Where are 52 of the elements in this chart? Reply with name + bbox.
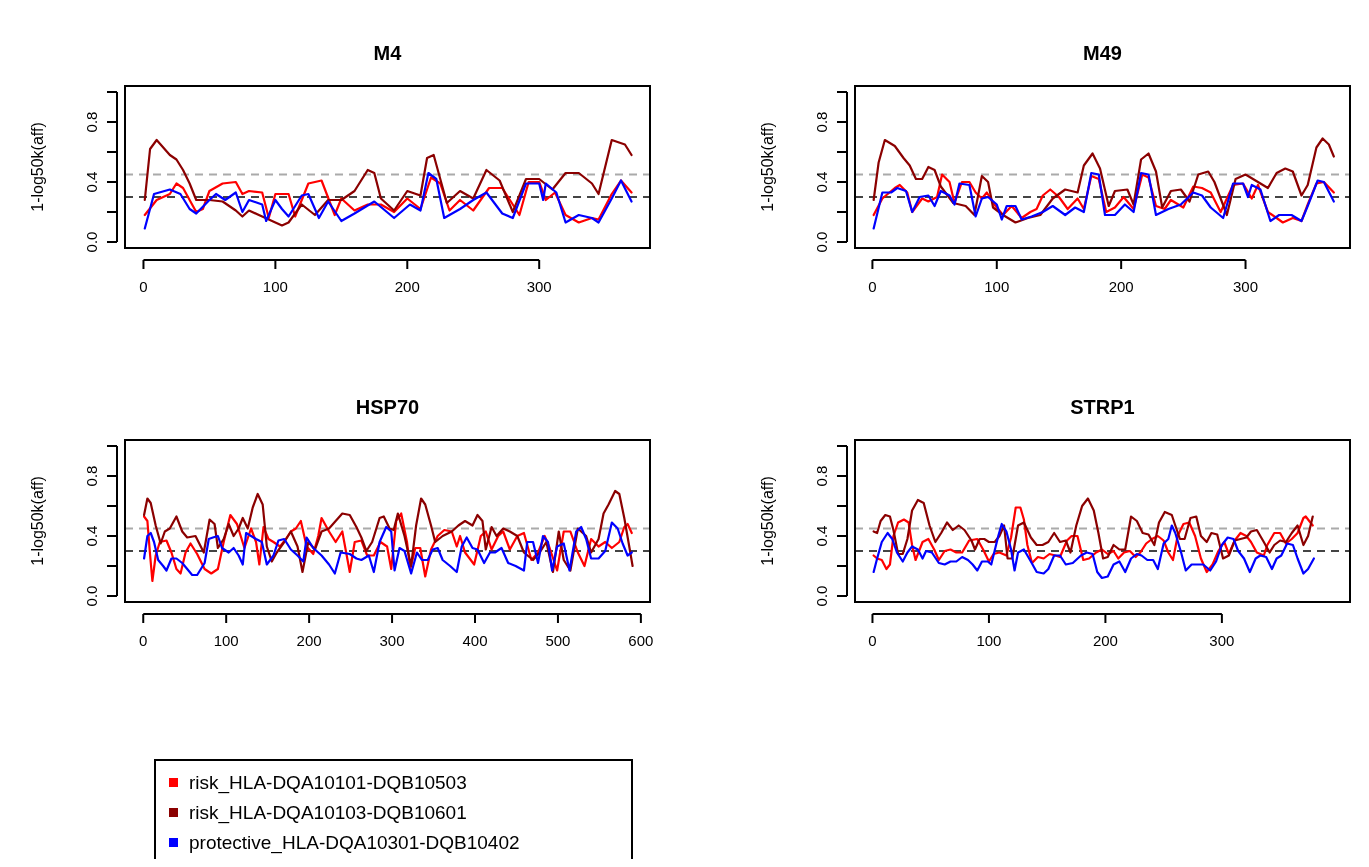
y-tick-label: 0.0 bbox=[83, 231, 100, 253]
line-series bbox=[143, 171, 633, 230]
chart-title: STRP1 bbox=[1070, 396, 1135, 418]
y-tick-label: 0.4 bbox=[813, 525, 830, 547]
x-tick-label: 400 bbox=[462, 632, 488, 649]
legend-label: risk_HLA-DQA10103-DQB10601 bbox=[189, 802, 467, 824]
x-tick-label: 300 bbox=[526, 278, 552, 295]
x-tick-label: 100 bbox=[262, 278, 288, 295]
line-series bbox=[143, 176, 633, 224]
y-tick-label: 0.0 bbox=[83, 585, 100, 607]
y-tick-label: 0.8 bbox=[83, 465, 100, 487]
y-axis-title: 1-log50k(aff) bbox=[29, 476, 46, 566]
x-tick-label: 100 bbox=[976, 632, 1002, 649]
y-tick-label: 0.8 bbox=[813, 111, 830, 133]
chart-title: M49 bbox=[1083, 42, 1122, 64]
y-axis-title: 1-log50k(aff) bbox=[29, 122, 46, 212]
line-series bbox=[872, 522, 1315, 580]
x-tick-label: 200 bbox=[296, 632, 322, 649]
chart-title: M4 bbox=[373, 42, 403, 64]
legend-label: risk_HLA-DQA10101-DQB10503 bbox=[189, 772, 467, 794]
y-axis-title: 1-log50k(aff) bbox=[759, 122, 776, 212]
x-tick-label: 0 bbox=[139, 278, 148, 295]
y-tick-label: 0.4 bbox=[813, 171, 830, 193]
x-tick-label: 200 bbox=[1108, 278, 1134, 295]
y-tick-label: 0.4 bbox=[83, 525, 100, 547]
y-tick-label: 0.4 bbox=[83, 171, 100, 193]
line-series bbox=[872, 497, 1314, 560]
x-tick-label: 0 bbox=[139, 632, 148, 649]
x-tick-label: 200 bbox=[1092, 632, 1118, 649]
line-series bbox=[872, 137, 1335, 224]
y-axis-title: 1-log50k(aff) bbox=[759, 476, 776, 566]
x-tick-label: 600 bbox=[628, 632, 654, 649]
y-tick-label: 0.0 bbox=[813, 585, 830, 607]
legend-label: protective_HLA-DQA10301-DQB10402 bbox=[189, 832, 520, 854]
x-tick-label: 500 bbox=[545, 632, 571, 649]
y-tick-label: 0.0 bbox=[813, 231, 830, 253]
line-series bbox=[142, 489, 634, 574]
line-series bbox=[142, 512, 633, 583]
y-tick-label: 0.8 bbox=[813, 465, 830, 487]
x-tick-label: 200 bbox=[394, 278, 420, 295]
x-tick-label: 100 bbox=[984, 278, 1010, 295]
line-series bbox=[142, 521, 633, 577]
x-tick-label: 0 bbox=[868, 632, 877, 649]
x-tick-label: 300 bbox=[379, 632, 405, 649]
x-tick-label: 100 bbox=[213, 632, 239, 649]
chart-title: HSP70 bbox=[355, 396, 420, 418]
y-tick-label: 0.8 bbox=[83, 111, 100, 133]
x-tick-label: 300 bbox=[1233, 278, 1259, 295]
x-tick-label: 300 bbox=[1209, 632, 1235, 649]
line-series bbox=[872, 506, 1314, 574]
x-tick-label: 0 bbox=[868, 278, 877, 295]
line-series bbox=[143, 138, 633, 227]
